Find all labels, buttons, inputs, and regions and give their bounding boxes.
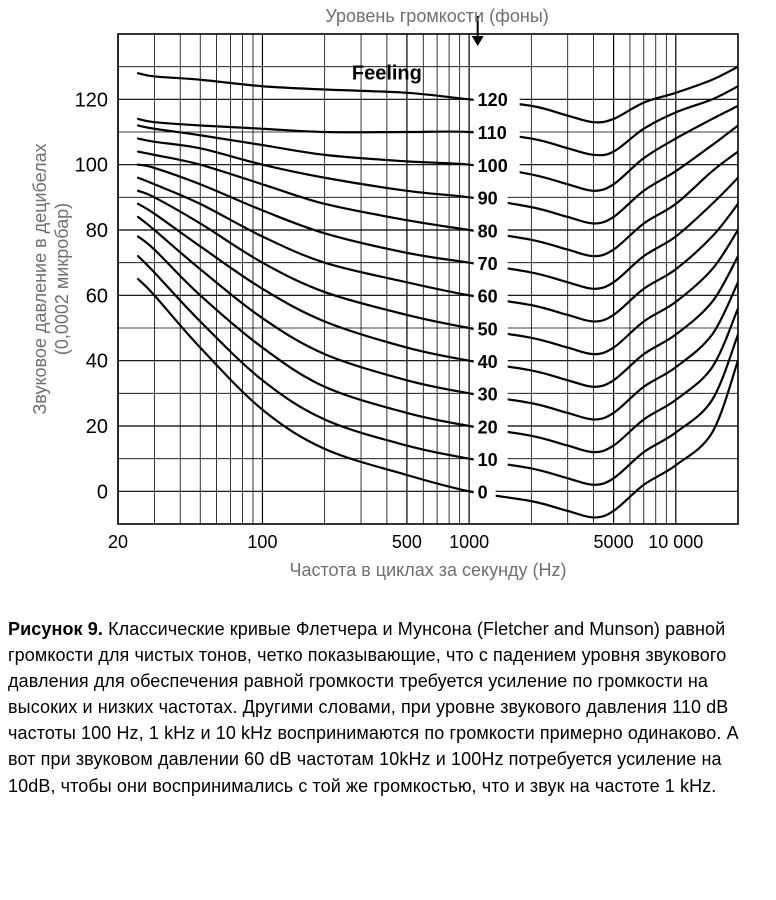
svg-text:80: 80 [86,220,108,242]
svg-text:30: 30 [478,385,498,405]
svg-text:Звуковое давление в децибелах: Звуковое давление в децибелах [30,143,50,414]
svg-text:40: 40 [478,352,498,372]
svg-text:20: 20 [108,532,128,552]
svg-text:120: 120 [478,90,508,110]
svg-text:10 000: 10 000 [648,532,703,552]
svg-text:80: 80 [478,221,498,241]
figure-caption-text: Классические кривые Флетчера и Мунсона (… [8,619,739,796]
svg-text:0: 0 [478,483,488,503]
svg-text:70: 70 [478,254,498,274]
svg-text:50: 50 [478,319,498,339]
svg-text:100: 100 [478,156,508,176]
svg-text:5000: 5000 [594,532,634,552]
svg-text:1000: 1000 [449,532,489,552]
svg-text:Feeling: Feeling [352,63,422,85]
svg-text:20: 20 [478,417,498,437]
svg-text:60: 60 [86,285,108,307]
svg-text:Частота в циклах за секунду (H: Частота в циклах за секунду (Hz) [289,560,566,580]
svg-text:100: 100 [75,155,108,177]
svg-text:10: 10 [478,450,498,470]
svg-text:500: 500 [392,532,422,552]
figure-caption: Рисунок 9. Классические кривые Флетчера … [8,616,768,799]
svg-text:110: 110 [478,123,507,143]
svg-text:20: 20 [86,416,108,438]
svg-text:Уровень громкости (фоны): Уровень громкости (фоны) [325,6,548,26]
svg-text:90: 90 [478,189,498,209]
svg-text:(0,0002 микробар): (0,0002 микробар) [52,203,72,355]
figure-label: Рисунок 9. [8,619,103,639]
svg-text:0: 0 [97,481,108,503]
equal-loudness-chart: 0 20 40 60 80 100 120 20 100 500 1000 5000 10 000 0 10… [8,4,768,594]
svg-text:120: 120 [75,89,108,111]
svg-text:100: 100 [247,532,277,552]
svg-text:60: 60 [478,287,498,307]
svg-text:40: 40 [86,351,108,373]
